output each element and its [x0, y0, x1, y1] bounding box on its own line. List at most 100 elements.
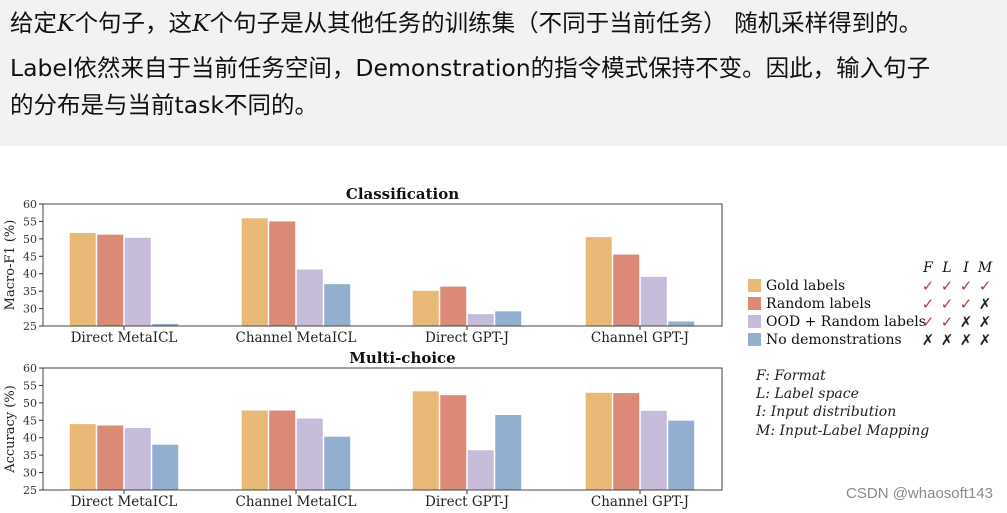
- check-icon: ✓: [941, 277, 954, 295]
- cls-y-tick-label: 60: [23, 198, 37, 211]
- cls-x-tick-label: Channel GPT-J: [591, 330, 689, 346]
- mc-y-tick-label: 25: [23, 484, 37, 497]
- mc-y-tick-label: 45: [23, 414, 37, 427]
- mc-bar: [412, 391, 439, 490]
- cls-bar: [324, 284, 351, 326]
- mc-y-tick-label: 40: [23, 432, 37, 445]
- key-entry: I: Input distribution: [755, 404, 896, 420]
- mc-bar: [241, 410, 268, 490]
- cls-x-tick-label: Channel MetaICL: [236, 330, 357, 346]
- mc-x-tick-label: Direct GPT-J: [425, 494, 509, 510]
- text-line-1-c: 个句子是从其他任务的训练集（不同于当前任务） 随机采样得到的。: [209, 9, 923, 37]
- cross-icon: ✗: [979, 295, 992, 313]
- cls-bar: [241, 218, 268, 326]
- cls-bar: [97, 234, 124, 326]
- check-icon: ✓: [960, 295, 973, 313]
- mc-bar: [69, 424, 96, 490]
- check-icon: ✓: [922, 313, 935, 331]
- cls-bar: [269, 221, 296, 326]
- cls-chart-title: Classification: [346, 185, 459, 203]
- cls-bar: [152, 323, 179, 326]
- cross-icon: ✗: [979, 331, 992, 349]
- legend-label: Random labels: [766, 296, 871, 312]
- mc-y-tick-label: 50: [23, 397, 37, 410]
- mc-x-tick-label: Channel GPT-J: [591, 494, 689, 510]
- text-line-1-b: 个句子，这: [74, 9, 193, 37]
- mc-bar: [324, 436, 351, 490]
- legend-header-l: L: [941, 260, 951, 276]
- text-line-1-a: 给定: [10, 9, 57, 37]
- explanation-text-block: 给定K个句子，这K个句子是从其他任务的训练集（不同于当前任务） 随机采样得到的。…: [0, 0, 1007, 146]
- legend-header-i: I: [962, 260, 969, 276]
- legend-header-f: F: [922, 260, 934, 276]
- legend-swatch: [748, 297, 761, 310]
- mc-y-tick-label: 35: [23, 449, 37, 462]
- cls-bar: [467, 314, 494, 326]
- text-line-2: Label依然来自于当前任务空间，Demonstration的指令模式保持不变。…: [10, 54, 931, 82]
- check-icon: ✓: [960, 277, 973, 295]
- cls-y-tick-label: 50: [23, 233, 37, 246]
- cls-x-tick-label: Direct GPT-J: [425, 330, 509, 346]
- mc-bar: [440, 395, 467, 490]
- watermark: CSDN @whaosoft143: [846, 485, 993, 502]
- k-variable-2: K: [192, 9, 210, 37]
- check-icon: ✓: [922, 277, 935, 295]
- cls-bar: [585, 237, 612, 326]
- legend-swatch: [748, 279, 761, 292]
- mc-bar: [152, 444, 179, 490]
- legend-swatch: [748, 333, 761, 346]
- key-entry: L: Label space: [755, 386, 859, 402]
- legend-label: OOD + Random labels: [766, 314, 926, 330]
- cls-y-tick-label: 30: [23, 303, 37, 316]
- cls-plot-frame: [42, 203, 723, 327]
- mc-chart-title: Multi-choice: [349, 349, 455, 367]
- check-icon: ✓: [941, 313, 954, 331]
- legend-header-m: M: [977, 260, 993, 276]
- cls-bar: [613, 254, 640, 326]
- cross-icon: ✗: [960, 331, 973, 349]
- cls-y-tick-label: 35: [23, 285, 37, 298]
- cross-icon: ✗: [922, 331, 935, 349]
- mc-y-tick-label: 60: [23, 362, 37, 375]
- k-variable: K: [57, 9, 75, 37]
- cls-bar: [296, 269, 323, 326]
- cls-bar: [640, 276, 667, 326]
- mc-bar: [668, 420, 695, 490]
- mc-y-axis-label: Accuracy (%): [3, 385, 18, 474]
- cls-bar: [69, 232, 96, 326]
- cls-y-axis-label: Macro-F1 (%): [3, 220, 18, 311]
- cls-bar: [440, 286, 467, 326]
- text-line-1: 给定K个句子，这K个句子是从其他任务的训练集（不同于当前任务） 随机采样得到的。: [10, 6, 999, 41]
- mc-y-tick-label: 55: [23, 379, 37, 392]
- cls-x-tick-label: Direct MetaICL: [71, 330, 178, 346]
- legend-label: No demonstrations: [766, 332, 902, 348]
- mc-bar: [269, 410, 296, 490]
- cls-bar: [668, 321, 695, 326]
- legend-swatch: [748, 315, 761, 328]
- mc-bar: [467, 450, 494, 490]
- check-icon: ✓: [979, 277, 992, 295]
- mc-bar: [296, 418, 323, 490]
- cls-bar: [495, 311, 522, 326]
- key-entry: F: Format: [755, 368, 826, 384]
- mc-x-tick-label: Channel MetaICL: [236, 494, 357, 510]
- mc-bar: [585, 392, 612, 490]
- cross-icon: ✗: [960, 313, 973, 331]
- mc-bar: [495, 415, 522, 490]
- mc-bar: [613, 393, 640, 490]
- key-entry: M: Input-Label Mapping: [755, 423, 929, 439]
- cls-y-tick-label: 55: [23, 215, 37, 228]
- check-icon: ✓: [922, 295, 935, 313]
- legend-label: Gold labels: [766, 278, 845, 294]
- cross-icon: ✗: [941, 331, 954, 349]
- mc-x-tick-label: Direct MetaICL: [71, 494, 178, 510]
- bar-chart-figure: Classification Macro-F1 (%) 25 30 35 40 45 50 55…: [3, 185, 993, 510]
- cross-icon: ✗: [979, 313, 992, 331]
- mc-bar: [640, 410, 667, 490]
- cls-y-tick-label: 45: [23, 250, 37, 263]
- mc-bar: [124, 427, 151, 490]
- check-icon: ✓: [941, 295, 954, 313]
- text-line-3: 的分布是与当前task不同的。: [10, 91, 318, 119]
- mc-plot-frame: [42, 367, 723, 491]
- cls-y-tick-label: 25: [23, 320, 37, 333]
